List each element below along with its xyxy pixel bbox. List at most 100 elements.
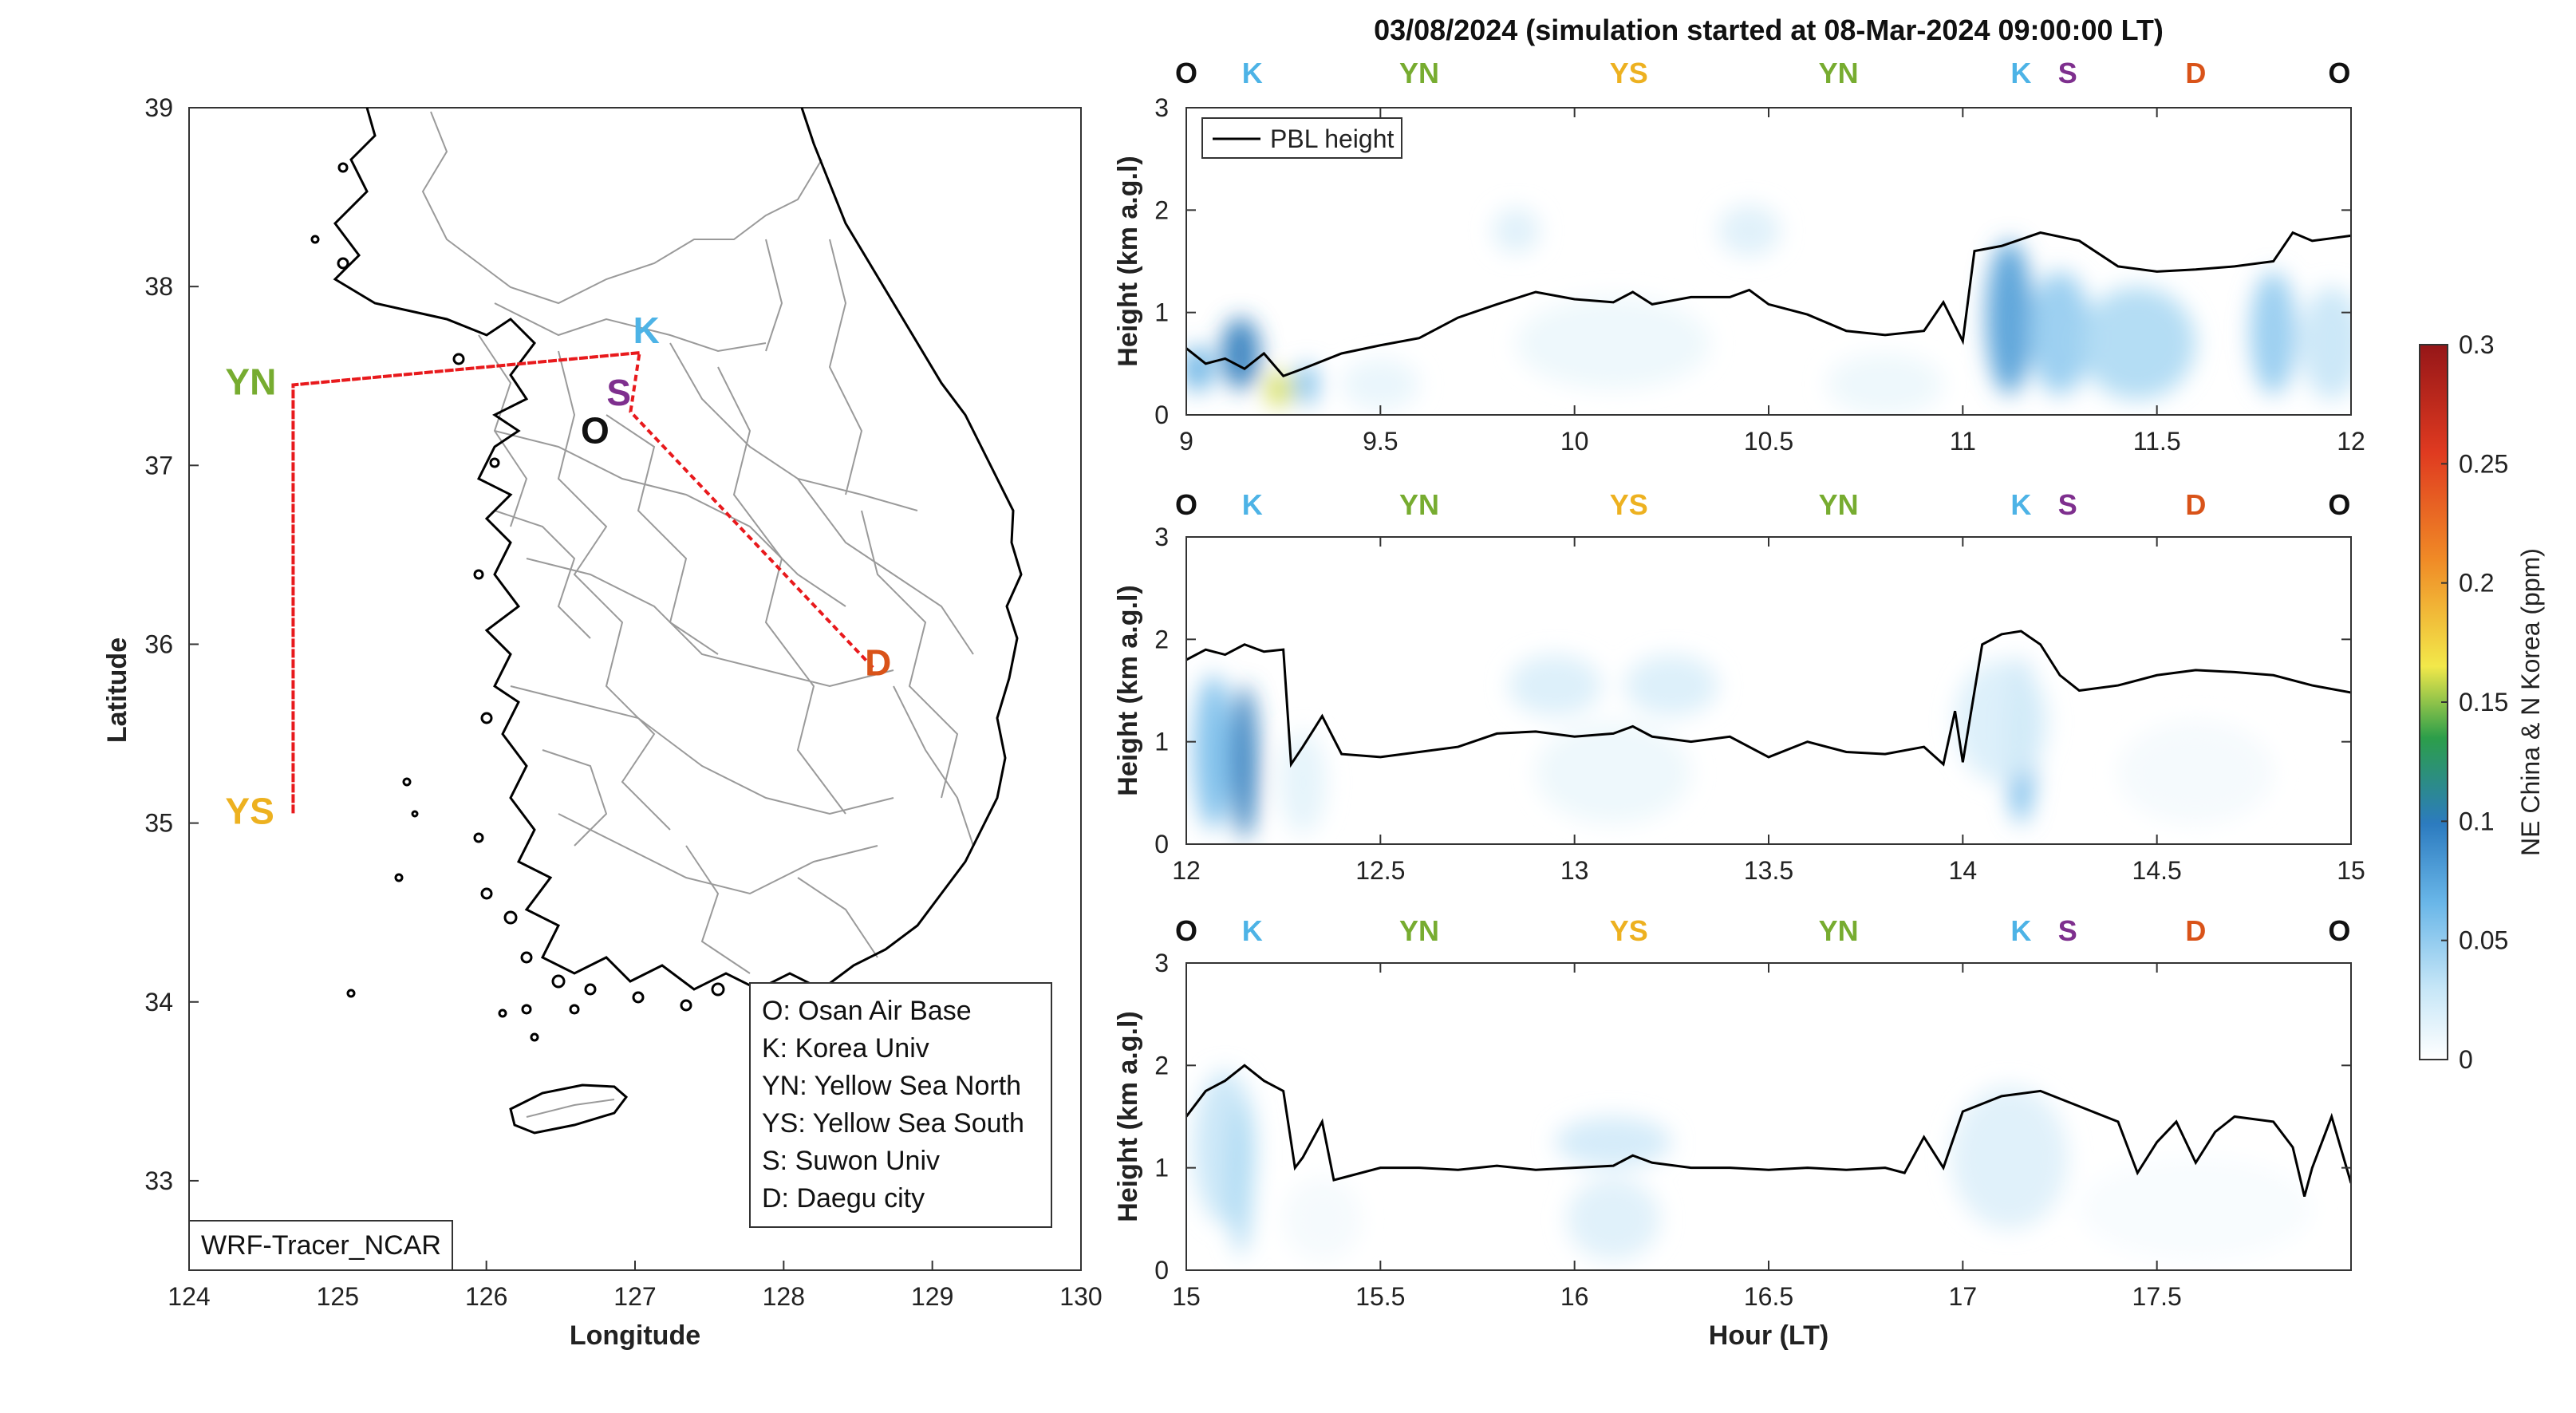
y-tick-label: 2	[1154, 195, 1169, 224]
tracer-blob	[1516, 297, 1710, 389]
map-x-ticks: 124 125 126 127 128 129 130	[168, 1261, 1103, 1311]
tracer-blob	[1221, 318, 1260, 389]
route-label-o: O	[1175, 914, 1197, 947]
y-tick-label: 2	[1154, 1051, 1169, 1079]
colorbar-tick-label: 0	[2459, 1045, 2473, 1074]
route-label-yn: YN	[1819, 914, 1859, 947]
route-label-k: K	[1242, 57, 1263, 89]
tracer-blob	[1193, 675, 1233, 829]
route-label-yn: YN	[1399, 57, 1439, 89]
jeju-island	[509, 1083, 629, 1135]
route-label-o: O	[2328, 488, 2350, 521]
tracer-blob	[1986, 240, 2033, 395]
x-tick-label: 12.5	[1355, 856, 1405, 885]
route-label-yn: YN	[1399, 488, 1439, 521]
tracer-blob	[2079, 286, 2196, 400]
y-tick-label: 1	[1154, 298, 1169, 327]
route-label-s: S	[2058, 57, 2077, 89]
ship-track-line	[291, 350, 874, 815]
route-label-k: K	[2010, 57, 2031, 89]
site-legend-entry: YS: Yellow Sea South	[762, 1108, 1024, 1139]
tracer-blob	[1718, 204, 1781, 257]
watermark-text: WRF-Tracer_NCAR	[201, 1230, 441, 1261]
route-label-s: S	[2058, 914, 2077, 947]
route-label-yn: YN	[1819, 57, 1859, 89]
korea-coastline	[333, 108, 1023, 991]
y-axis-title: Height (km a.g.l)	[1113, 156, 1143, 366]
x-tick-label: 17.5	[2132, 1282, 2182, 1311]
map-y-tick-label: 37	[144, 451, 173, 480]
tracer-blob	[1229, 1101, 1252, 1255]
route-label-yn: YN	[1819, 488, 1859, 521]
tracer-blob	[2300, 286, 2351, 400]
route-label-d: D	[2185, 488, 2206, 521]
x-tick-label: 9.5	[1363, 427, 1398, 456]
x-tick-label: 12	[1172, 856, 1201, 885]
map-y-tick-label: 38	[144, 272, 173, 301]
colorbar-tick-label: 0.05	[2459, 926, 2508, 955]
x-tick-label: 10.5	[1744, 427, 1793, 456]
map-site-label-d: D	[865, 642, 891, 684]
x-tick-label: 15	[2337, 856, 2365, 885]
tracer-field	[1193, 1070, 2313, 1261]
tracer-blobs	[1193, 654, 2274, 839]
map-y-tick-label: 39	[144, 93, 173, 122]
route-label-s: S	[2058, 488, 2077, 521]
x-tick-label: 16.5	[1744, 1282, 1793, 1311]
route-label-yn: YN	[1399, 914, 1439, 947]
tracer-blobs	[1193, 1070, 2313, 1261]
coastal-islands	[310, 162, 819, 1042]
site-legend-entry: O: Osan Air Base	[762, 996, 972, 1026]
x-tick-label: 14	[1949, 856, 1978, 885]
tracer-blob	[2118, 721, 2274, 824]
tracer-blob	[1508, 654, 1602, 716]
admin-borders	[421, 111, 974, 974]
tracer-blob	[1624, 654, 1718, 716]
y-tick-label: 3	[1154, 949, 1169, 977]
map-y-tick-label: 36	[144, 630, 173, 658]
x-tick-label: 17	[1949, 1282, 1978, 1311]
route-label-o: O	[2328, 57, 2350, 89]
y-tick-label: 2	[1154, 625, 1169, 653]
map-x-tick-label: 129	[911, 1282, 953, 1311]
tracer-blob	[1951, 1086, 2068, 1229]
tracer-blob	[1230, 685, 1259, 839]
route-label-k: K	[2010, 914, 2031, 947]
map-x-tick-label: 126	[465, 1282, 507, 1311]
y-tick-label: 3	[1154, 523, 1169, 551]
panel-3: 15 15.5 16 16.5 17 17.5 0 1 2 3 Height (km a.g.l) O…	[1113, 914, 2352, 1351]
y-tick-label: 0	[1154, 830, 1169, 858]
y-tick-label: 1	[1154, 1154, 1169, 1182]
x-tick-label: 11	[1950, 427, 1976, 456]
route-label-o: O	[1175, 488, 1197, 521]
jeju-inner	[526, 1099, 615, 1118]
site-legend-entry: K: Korea Univ	[762, 1033, 929, 1064]
tracer-blob	[1493, 207, 1540, 254]
pbl-height-line	[1186, 1064, 2351, 1197]
colorbar-label: NE China & N Korea (ppm)	[2516, 548, 2545, 856]
map-site-label-o: O	[581, 409, 609, 451]
x-tick-label: 14.5	[2132, 856, 2182, 885]
route-label-ys: YS	[1610, 57, 1648, 89]
tracer-blob	[2079, 1157, 2313, 1261]
x-tick-label: 11.5	[2133, 427, 2181, 456]
map-panel: 124 125 126 127 128 129 130 33 34 35 36 37 38 39 Lon…	[102, 93, 1103, 1351]
route-label-o: O	[2328, 914, 2350, 947]
route-label-d: D	[2185, 914, 2206, 947]
x-tick-label: 15.5	[1355, 1282, 1405, 1311]
x-tick-label: 9	[1179, 427, 1193, 456]
tracer-blobs	[1186, 204, 2351, 415]
colorbar: 0 0.05 0.1 0.15 0.2 0.25 0.3 NE China & N Kore…	[2419, 330, 2545, 1074]
route-label-k: K	[2010, 488, 2031, 521]
colorbar-ticks: 0 0.05 0.1 0.15 0.2 0.25 0.3	[2441, 330, 2508, 1074]
map-x-axis-title: Longitude	[570, 1320, 700, 1351]
map-y-tick-label: 35	[144, 809, 173, 838]
tracer-blob	[2250, 271, 2297, 395]
colorbar-tick-label: 0.15	[2459, 688, 2508, 716]
tracer-blob	[1566, 1178, 1660, 1261]
colorbar-tick-label: 0.2	[2459, 569, 2494, 598]
